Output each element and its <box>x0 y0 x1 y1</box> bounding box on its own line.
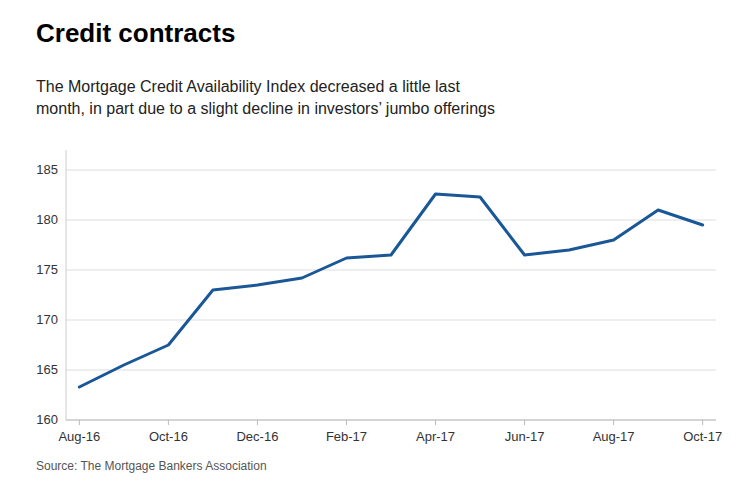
y-axis-line <box>66 150 67 420</box>
chart-container: Credit contracts The Mortgage Credit Avai… <box>0 0 740 482</box>
grid <box>66 170 716 420</box>
y-tick-label: 165 <box>36 362 58 377</box>
source: Source: The Mortgage Bankers Association <box>36 459 267 473</box>
subtitle-line: The Mortgage Credit Availability Index d… <box>36 78 460 95</box>
title: Credit contracts <box>36 18 235 48</box>
subtitle: The Mortgage Credit Availability Index d… <box>36 78 495 117</box>
grid-line <box>66 420 716 421</box>
x-tick <box>168 420 169 425</box>
x-tick <box>79 420 80 425</box>
x-tick <box>613 420 614 425</box>
x-tick-label: Jun-17 <box>505 429 545 444</box>
axes: 160 165 170 175 180 185 Aug-16 Oct-16 Dec-16 Feb-… <box>36 150 722 444</box>
y-tick-label: 175 <box>36 262 58 277</box>
x-axis-line <box>66 420 716 421</box>
grid-line <box>66 220 716 221</box>
x-tick <box>257 420 258 425</box>
x-tick-label: Oct-17 <box>683 429 722 444</box>
y-tick-label: 160 <box>36 412 58 427</box>
x-tick-label: Apr-17 <box>416 429 455 444</box>
grid-line <box>66 370 716 371</box>
data-line <box>79 194 702 387</box>
x-tick-label: Dec-16 <box>236 429 278 444</box>
x-tick-label: Oct-16 <box>149 429 188 444</box>
grid-line <box>66 170 716 171</box>
x-tick <box>524 420 525 425</box>
subtitle-line: month, in part due to a slight decline i… <box>36 100 495 117</box>
y-tick-label: 180 <box>36 212 58 227</box>
x-tick <box>346 420 347 425</box>
x-tick-label: Aug-17 <box>593 429 635 444</box>
x-tick-label: Feb-17 <box>326 429 367 444</box>
grid-line <box>66 320 716 321</box>
x-tick-label: Aug-16 <box>58 429 100 444</box>
grid-line <box>66 270 716 271</box>
y-tick-label: 170 <box>36 312 58 327</box>
chart-svg: Credit contracts The Mortgage Credit Avai… <box>0 0 740 482</box>
x-tick <box>435 420 436 425</box>
data-group <box>79 194 702 387</box>
y-tick-label: 185 <box>36 162 58 177</box>
background <box>0 0 740 482</box>
x-tick <box>702 420 703 425</box>
